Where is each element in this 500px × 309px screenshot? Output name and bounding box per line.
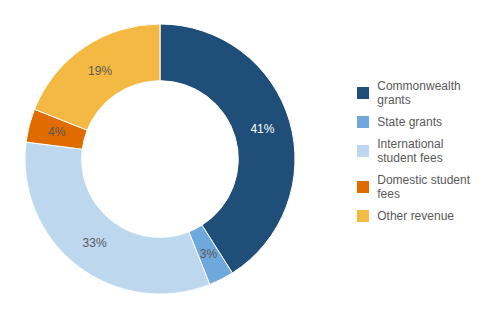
html-text:Commonwealth grants: Commonwealth grants bbox=[377, 78, 461, 107]
svg-text:41%: 41% bbox=[250, 122, 274, 136]
html-text:Other revenue: Other revenue bbox=[377, 208, 454, 223]
html-text:Domestic student fees: Domestic student fees bbox=[377, 172, 470, 201]
svg-text:19%: 19% bbox=[88, 64, 112, 78]
html-text:State grants: State grants bbox=[377, 114, 442, 129]
svg-text:3%: 3% bbox=[200, 247, 218, 261]
html-text:International student fees: International student fees bbox=[377, 136, 444, 165]
svg-text:33%: 33% bbox=[83, 236, 107, 250]
svg-text:4%: 4% bbox=[48, 125, 66, 139]
